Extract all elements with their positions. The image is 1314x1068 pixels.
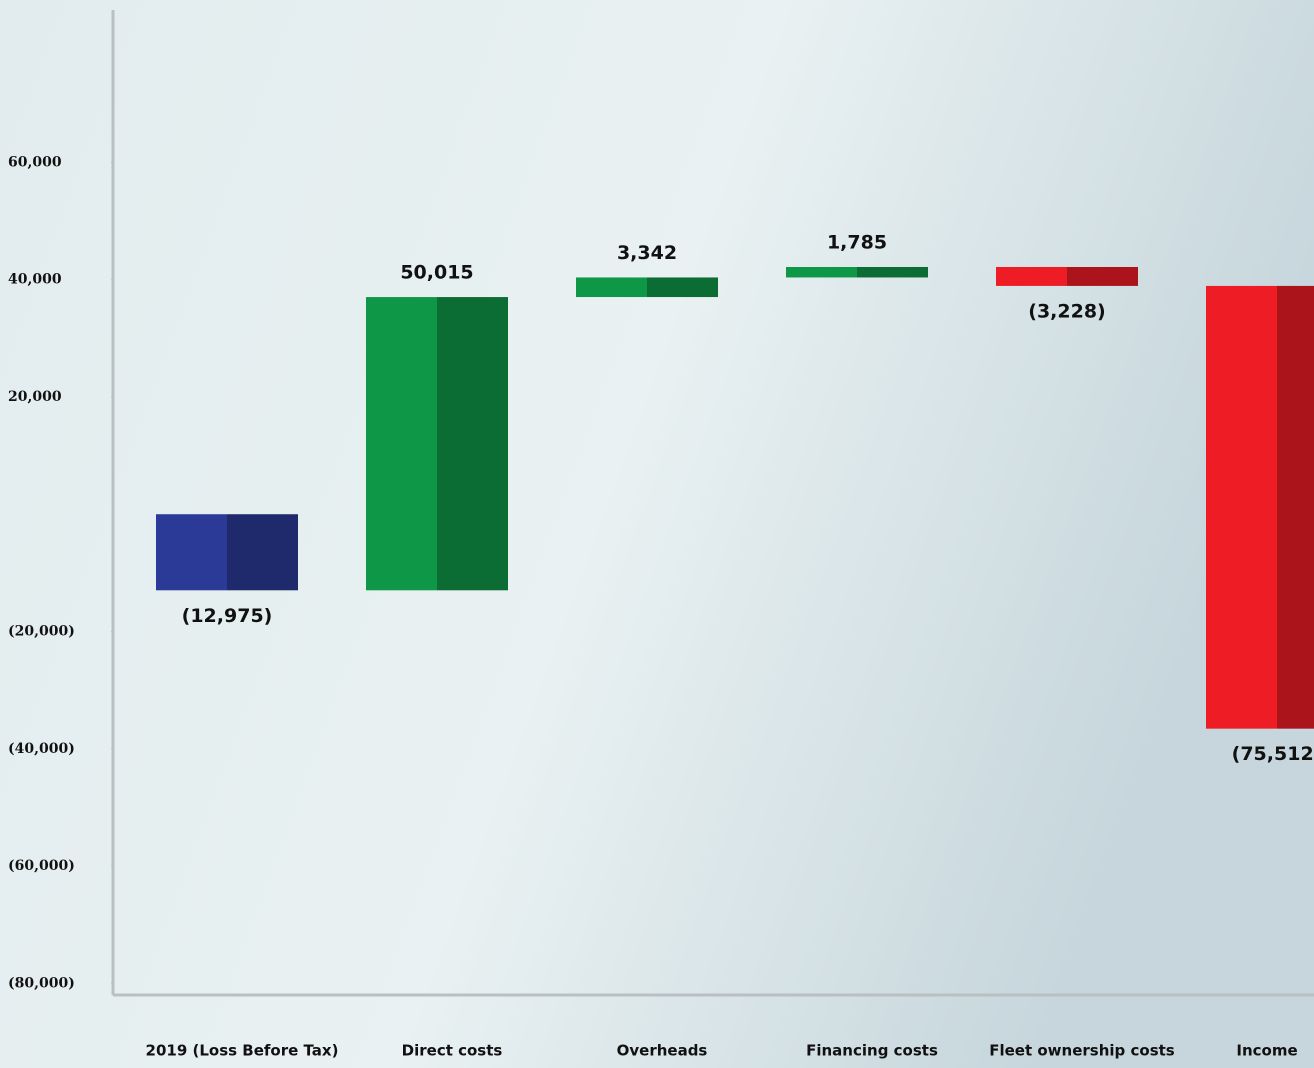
x-tick-label: 2019 (Loss Before Tax) [146,1042,339,1060]
y-tick-label: 40,000 [8,272,62,288]
x-tick-label: Overheads [617,1042,708,1060]
y-tick-label: (20,000) [8,623,75,639]
value-label: 3,342 [617,242,677,264]
bar [156,514,298,591]
bar [996,266,1138,286]
bar [576,277,718,298]
y-tick-label: 20,000 [8,389,62,405]
value-label: (3,228) [1028,300,1105,322]
bar [1206,285,1314,729]
y-tick-label: 60,000 [8,154,62,170]
value-label: (75,512) [1232,743,1314,765]
x-tick-label: Fleet ownership costs [989,1042,1175,1060]
y-tick-label: (60,000) [8,858,75,874]
value-label: (12,975) [182,605,273,627]
value-label: 50,015 [400,262,473,284]
y-tick-label: (40,000) [8,741,75,757]
x-tick-label: Income [1236,1042,1297,1060]
x-tick-label: Financing costs [806,1042,938,1060]
value-label: 1,785 [827,231,887,253]
x-tick-label: Direct costs [402,1042,503,1060]
bar [786,266,928,278]
bar [366,297,508,591]
y-tick-label: (80,000) [8,975,75,991]
